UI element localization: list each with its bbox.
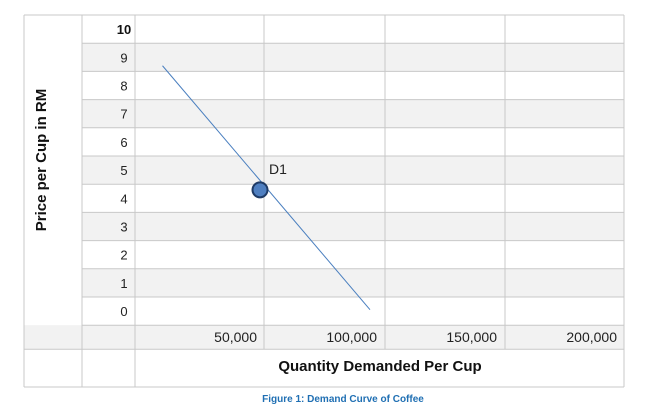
x-tick-labels: 50,000 100,000 150,000 200,000 bbox=[214, 329, 617, 345]
x-axis-title: Quantity Demanded Per Cup bbox=[278, 358, 481, 375]
row-band-7 bbox=[82, 99, 624, 128]
x-tick-200000: 200,000 bbox=[566, 329, 617, 345]
x-tick-row-band bbox=[24, 325, 624, 350]
y-tick-5: 5 bbox=[120, 163, 127, 178]
x-tick-50000: 50,000 bbox=[214, 329, 257, 345]
y-tick-3: 3 bbox=[120, 220, 127, 235]
row-band-1 bbox=[82, 268, 624, 297]
y-tick-labels: 0 1 2 3 4 5 6 7 8 9 10 bbox=[117, 22, 131, 319]
y-axis-title: Price per Cup in RM bbox=[33, 89, 50, 232]
x-tick-150000: 150,000 bbox=[446, 329, 497, 345]
y-tick-10: 10 bbox=[117, 22, 131, 37]
y-tick-6: 6 bbox=[120, 135, 127, 150]
y-tick-8: 8 bbox=[120, 79, 127, 94]
x-tick-100000: 100,000 bbox=[326, 329, 377, 345]
row-band-3 bbox=[82, 212, 624, 241]
d1-point-marker bbox=[251, 181, 269, 199]
row-band-5 bbox=[82, 156, 624, 185]
y-tick-1: 1 bbox=[120, 276, 127, 291]
grid-lines bbox=[23, 14, 625, 388]
figure-caption: Figure 1: Demand Curve of Coffee bbox=[262, 394, 424, 405]
y-tick-9: 9 bbox=[120, 50, 127, 65]
y-tick-0: 0 bbox=[120, 304, 127, 319]
row-bands bbox=[24, 43, 624, 350]
y-tick-7: 7 bbox=[120, 107, 127, 122]
y-tick-4: 4 bbox=[120, 191, 127, 206]
d1-point-label: D1 bbox=[269, 161, 287, 177]
y-tick-2: 2 bbox=[120, 248, 127, 263]
row-band-9 bbox=[82, 43, 624, 72]
